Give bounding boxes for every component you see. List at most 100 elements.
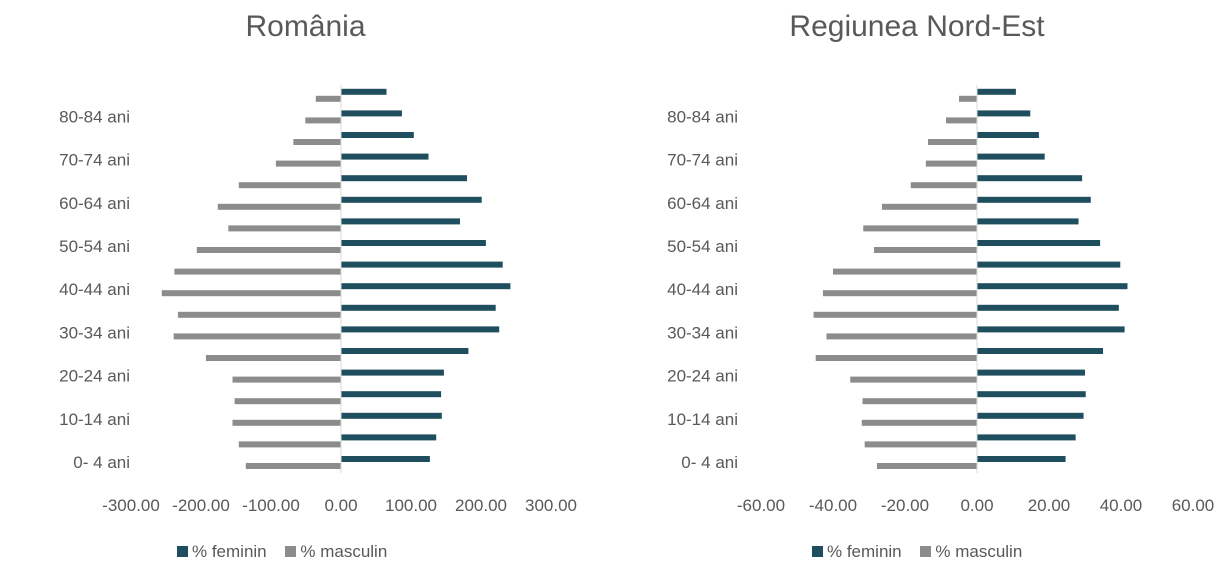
bar-feminin [341,132,414,138]
bar-feminin [341,412,442,419]
bar-masculin [925,160,977,167]
chart-title: România [245,10,366,43]
bar-feminin [977,283,1128,290]
bar-feminin [977,240,1101,246]
bar-masculin [815,355,977,361]
y-tick-label: 30-34 ani [667,323,738,342]
bar-masculin [910,182,977,189]
legend-item-masculin: % masculin [285,542,387,562]
legend-item-feminin: % feminin [812,542,902,562]
bar-masculin [864,441,977,448]
bar-masculin [196,247,341,253]
bar-feminin [341,153,429,160]
bar-masculin [861,419,977,426]
bar-masculin [275,160,341,167]
bar-feminin [977,456,1066,462]
bar-feminin [977,391,1086,398]
legend-label-masculin: % masculin [935,542,1023,561]
bar-masculin [232,376,341,383]
x-tick-label: 100.00 [385,496,437,515]
bar-feminin [341,240,486,246]
bar-masculin [826,333,977,340]
population-pyramid-nord-est: 0- 4 ani 10-14 ani 20-24 ani 30-34 ani 40-44… [667,85,1215,515]
y-tick-label: 10-14 ani [667,410,738,429]
bar-masculin [881,203,977,210]
bar-feminin [977,348,1103,354]
x-tick-label: -20.00 [881,496,929,515]
bar-feminin [977,153,1045,160]
x-tick-label: -40.00 [809,496,857,515]
bar-feminin [977,88,1016,95]
legend-swatch-feminin [812,546,823,557]
bar-feminin [341,261,503,268]
bar-feminin [977,326,1125,333]
bar-feminin [341,110,402,117]
legend-swatch-feminin [177,546,188,557]
bar-feminin [341,434,437,441]
bar-masculin [946,117,977,124]
bar-feminin [977,175,1083,182]
bar-feminin [341,369,444,376]
y-tick-label: 50-54 ani [667,237,738,256]
bar-masculin [238,182,341,189]
y-tick-label: 40-44 ani [667,280,738,299]
bar-feminin [977,218,1079,225]
chart-title: Regiunea Nord-Est [789,10,1045,43]
bar-masculin [238,441,341,448]
bar-masculin [161,290,341,297]
bar-feminin [341,304,496,311]
y-tick-label: 0- 4 ani [681,453,738,472]
y-tick-label: 20-24 ani [667,367,738,386]
bar-masculin [177,311,341,318]
y-tick-label: 80-84 ani [667,107,738,126]
x-tick-label: 60.00 [1172,496,1215,515]
bar-masculin [959,95,977,102]
bar-masculin [232,419,341,426]
legend: % feminin % masculin [812,542,1036,562]
x-tick-label: -100.00 [242,496,300,515]
legend-item-feminin: % feminin [177,542,267,562]
bar-masculin [813,311,977,318]
x-tick-label: 200.00 [455,496,507,515]
bar-feminin [977,369,1085,376]
bar-feminin [341,175,467,182]
chart-panel-romania: România 0- 4 ani 10-14 ani 20-24 ani 30-34 … [0,0,611,568]
x-tick-label: 20.00 [1028,496,1071,515]
bar-feminin [977,434,1076,441]
bar-masculin [245,463,341,469]
bar-masculin [833,268,977,275]
bar-masculin [305,117,341,124]
y-tick-label: 50-54 ani [59,237,130,256]
y-tick-label: 20-24 ani [59,367,130,386]
y-tick-label: 80-84 ani [59,107,130,126]
legend-label-feminin: % feminin [192,542,267,561]
x-tick-label: 40.00 [1100,496,1143,515]
bar-feminin [341,196,482,203]
legend-swatch-masculin [920,546,932,557]
y-tick-label: 10-14 ani [59,410,130,429]
y-tick-label: 30-34 ani [59,323,130,342]
bar-masculin [234,398,341,405]
bar-feminin [341,326,500,333]
bar-masculin [928,139,977,145]
x-tick-label: 300.00 [525,496,577,515]
bar-masculin [315,95,341,102]
bar-masculin [205,355,341,361]
legend-label-masculin: % masculin [300,542,388,561]
bar-feminin [341,218,460,225]
bar-feminin [341,456,430,462]
bar-masculin [228,225,341,232]
bar-masculin [822,290,977,297]
bar-masculin [863,225,977,232]
bar-feminin [977,132,1039,138]
legend-swatch-masculin [285,546,297,557]
y-tick-label: 60-64 ani [59,194,130,213]
bar-feminin [977,304,1119,311]
y-tick-label: 0- 4 ani [73,453,130,472]
y-tick-label: 40-44 ani [59,280,130,299]
x-tick-label: -200.00 [172,496,230,515]
bar-feminin [341,391,442,398]
x-tick-label: -300.00 [102,496,160,515]
bar-masculin [862,398,977,405]
legend-label-feminin: % feminin [827,542,902,561]
